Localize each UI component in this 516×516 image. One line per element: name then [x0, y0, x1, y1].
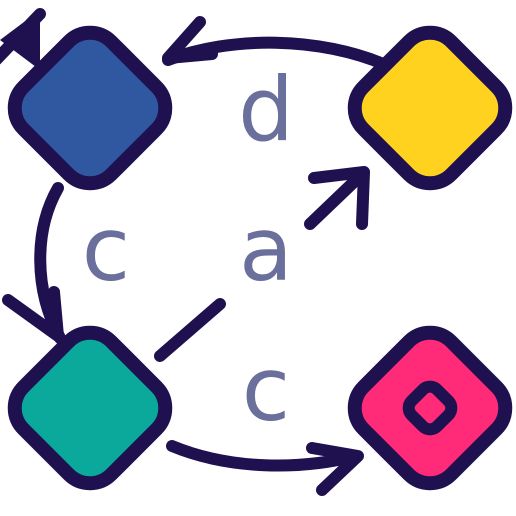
state-blue[interactable] — [2, 20, 177, 195]
initial-state-pointer — [0, 8, 46, 65]
arrowhead-into-teal — [2, 286, 64, 342]
arrowhead-into-blue — [162, 16, 218, 64]
edge-label-c-left: c — [82, 198, 130, 301]
arrowhead-into-yellow — [308, 166, 370, 230]
arrowhead-into-pink — [306, 442, 364, 496]
edge-label-a: a — [239, 198, 293, 301]
edge-label-c-bottom: c — [242, 338, 290, 441]
state-pink[interactable] — [342, 320, 516, 495]
state-teal[interactable] — [2, 320, 177, 495]
edge-teal-to-yellow-end — [304, 174, 362, 230]
edge-teal-to-yellow — [154, 298, 226, 362]
edge-label-d: d — [238, 58, 294, 161]
accepting-state-ring-icon — [402, 380, 458, 436]
state-yellow[interactable] — [342, 20, 516, 195]
edge-teal-to-pink — [166, 440, 362, 472]
